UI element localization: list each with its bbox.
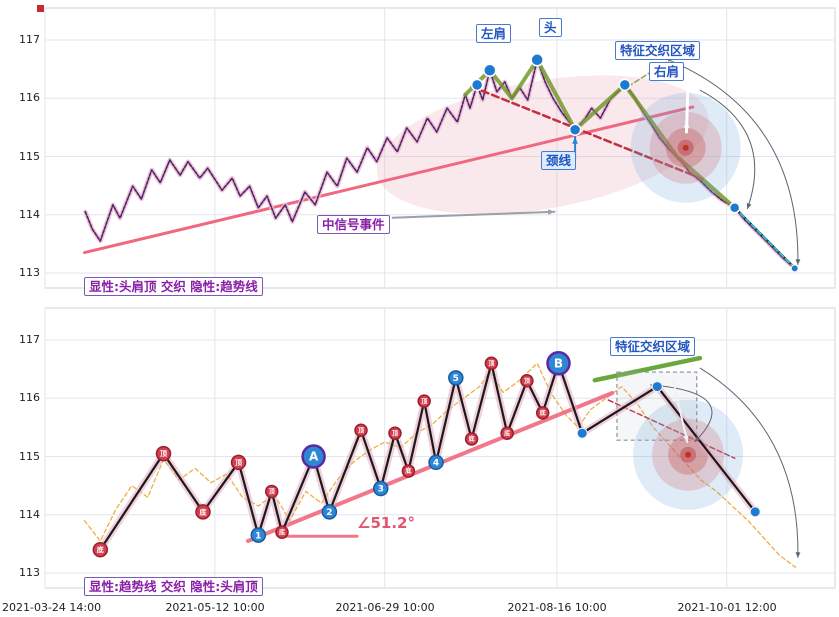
- svg-text:5: 5: [453, 374, 459, 384]
- bot-ytick-114: 114: [19, 508, 40, 521]
- xtick-2021-10-01: 2021-10-01 12:00: [677, 601, 777, 614]
- top-chart-canvas: [44, 7, 836, 289]
- top-ytick-116: 116: [19, 91, 40, 104]
- svg-text:B: B: [554, 357, 563, 371]
- feature-zone-label-top: 特征交织区域: [615, 41, 701, 60]
- svg-text:1: 1: [255, 531, 261, 541]
- feature-zone-label-bottom: 特征交织区域: [610, 337, 696, 356]
- top-legend: 显性:头肩顶 交织 隐性:趋势线: [84, 277, 263, 296]
- neckline-label: 颈线: [541, 151, 577, 170]
- xtick-2021-03-24: 2021-03-24 14:00: [2, 601, 102, 614]
- xtick-2021-06-29: 2021-06-29 10:00: [335, 601, 435, 614]
- svg-text:底: 底: [97, 545, 104, 554]
- xtick-2021-08-16: 2021-08-16 10:00: [507, 601, 607, 614]
- svg-text:底: 底: [504, 429, 510, 437]
- top-ytick-114: 114: [19, 208, 40, 221]
- left-shoulder-label: 左肩: [476, 24, 512, 43]
- bot-ytick-113: 113: [19, 566, 40, 579]
- bot-ytick-116: 116: [19, 391, 40, 404]
- trendline-angle-label: ∠51.2°: [357, 514, 415, 532]
- head-label: 头: [539, 18, 562, 37]
- top-ytick-117: 117: [19, 33, 40, 46]
- top-ytick-113: 113: [19, 266, 40, 279]
- top-ytick-115: 115: [19, 150, 40, 163]
- svg-text:底: 底: [540, 409, 546, 417]
- svg-text:顶: 顶: [392, 429, 398, 437]
- signal-event-label: 中信号事件: [317, 215, 390, 234]
- svg-text:底: 底: [469, 435, 475, 443]
- bot-ytick-117: 117: [19, 333, 40, 346]
- svg-text:底: 底: [405, 467, 411, 475]
- bottom-legend: 显性:趋势线 交织 隐性:头肩顶: [84, 577, 263, 596]
- xtick-2021-05-12: 2021-05-12 10:00: [165, 601, 265, 614]
- svg-text:2: 2: [326, 508, 332, 518]
- svg-text:顶: 顶: [235, 458, 242, 467]
- bot-ytick-115: 115: [19, 450, 40, 463]
- corner-red-marker: [37, 5, 44, 12]
- svg-text:底: 底: [279, 528, 285, 536]
- svg-text:A: A: [309, 450, 319, 464]
- svg-text:顶: 顶: [524, 377, 530, 385]
- svg-text:3: 3: [378, 485, 384, 495]
- svg-text:顶: 顶: [269, 488, 275, 496]
- svg-text:4: 4: [433, 458, 439, 468]
- svg-text:顶: 顶: [358, 426, 364, 434]
- svg-text:底: 底: [200, 507, 207, 516]
- svg-text:顶: 顶: [488, 359, 494, 367]
- svg-text:顶: 顶: [160, 449, 167, 458]
- right-shoulder-label: 右肩: [649, 62, 685, 81]
- svg-text:顶: 顶: [421, 397, 427, 405]
